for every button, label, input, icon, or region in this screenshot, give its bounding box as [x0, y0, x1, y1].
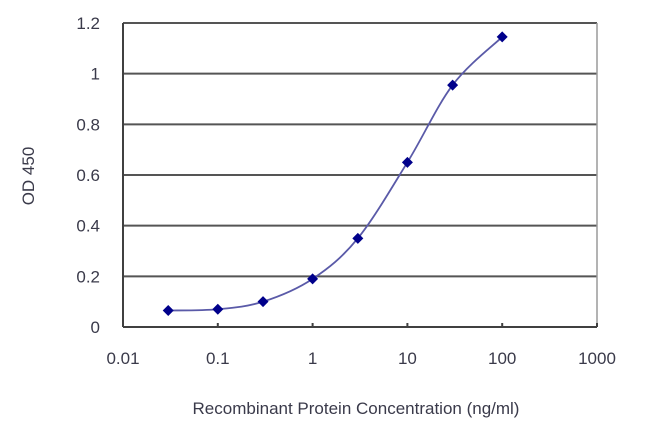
- data-point-diamond: [257, 296, 269, 308]
- series-line: [168, 36, 503, 312]
- data-point-diamond: [162, 305, 174, 317]
- x-tick-label: 100: [488, 349, 516, 368]
- x-axis-title: Recombinant Protein Concentration (ng/ml…: [193, 399, 520, 418]
- data-point-diamond: [307, 273, 319, 285]
- x-tick-label: 1000: [578, 349, 616, 368]
- x-axis-tick-labels: 0.01 0.1 1 10 100 1000: [106, 349, 615, 368]
- gridlines: [123, 22, 597, 278]
- y-axis-title: OD 450: [19, 147, 38, 206]
- data-point-diamond: [447, 79, 459, 91]
- axes: [122, 23, 598, 328]
- series-od450: [162, 31, 508, 317]
- data-point-diamond: [496, 31, 508, 43]
- y-tick-label: 0.6: [76, 166, 100, 185]
- x-tick-label: 0.1: [206, 349, 230, 368]
- y-tick-label: 0: [91, 318, 100, 337]
- y-tick-label: 1: [91, 65, 100, 84]
- data-point-diamond: [401, 156, 413, 168]
- x-tick-label: 0.01: [106, 349, 139, 368]
- x-tick-label: 10: [398, 349, 417, 368]
- y-tick-label: 0.4: [76, 217, 100, 236]
- x-tick-label: 1: [308, 349, 317, 368]
- y-tick-label: 0.8: [76, 115, 100, 134]
- data-point-diamond: [212, 303, 224, 315]
- y-tick-label: 0.2: [76, 267, 100, 286]
- data-point-diamond: [352, 232, 364, 244]
- y-axis-tick-labels: 0 0.2 0.4 0.6 0.8 1 1.2: [76, 14, 100, 337]
- y-tick-label: 1.2: [76, 14, 100, 33]
